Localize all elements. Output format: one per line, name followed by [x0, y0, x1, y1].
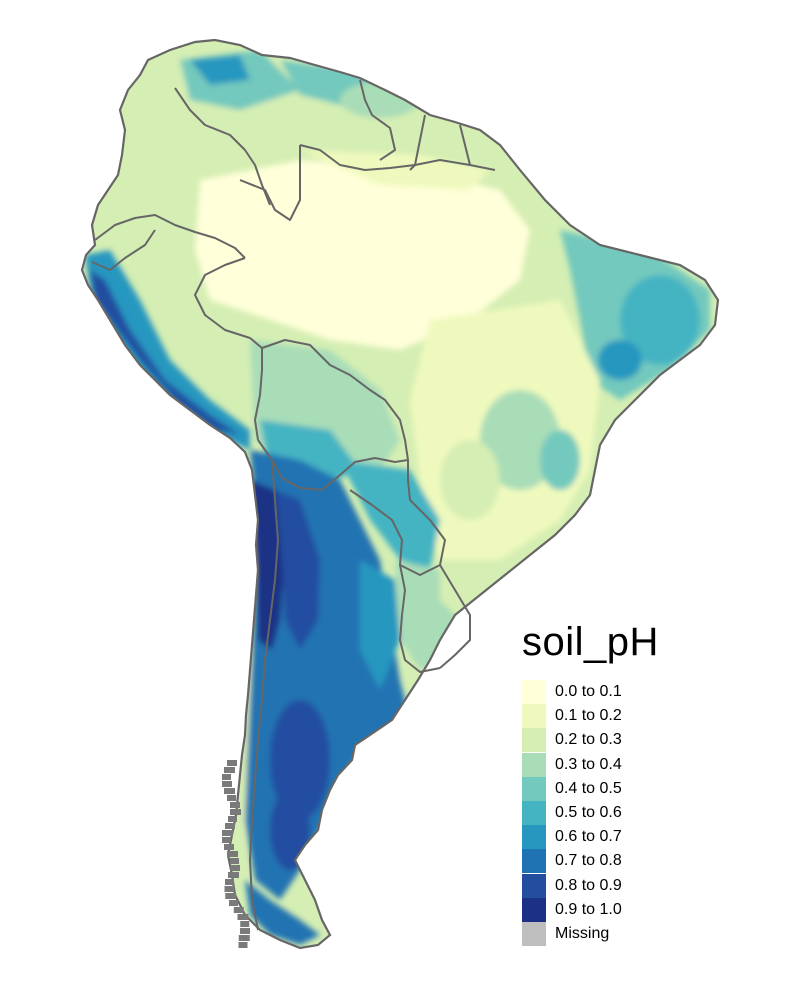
ph-zone: [85, 250, 250, 450]
legend-item: 0.7 to 0.8: [522, 849, 742, 874]
legend-swatch: [522, 873, 546, 898]
island-fragment: [227, 795, 236, 801]
border-peru-brazil: [194, 257, 263, 349]
border-chile-argentina: [249, 459, 279, 931]
legend-title: soil_pH: [522, 620, 659, 664]
island-fragment: [227, 851, 238, 857]
border-bolivia-south: [257, 439, 409, 491]
legend-label: 0.2 to 0.3: [555, 731, 622, 749]
ph-zone: [440, 440, 500, 520]
border-ecuador-peru: [91, 229, 156, 271]
legend-label: 0.3 to 0.4: [555, 755, 622, 773]
border-peru-bolivia: [254, 348, 263, 441]
island-fragment: [222, 774, 231, 780]
continent-outline: [80, 38, 720, 950]
border-colombia-brazil: [239, 145, 301, 221]
island-fragment: [237, 914, 249, 920]
legend-swatch: [522, 801, 546, 826]
border-colombia-venezuela: [174, 87, 271, 206]
legend-item: 0.2 to 0.3: [522, 728, 742, 753]
island-fragment: [224, 886, 235, 892]
ph-zone: [540, 430, 580, 490]
southern-islands: [222, 760, 250, 948]
border-uruguay-brazil: [439, 564, 471, 669]
border-guyana-suriname: [409, 114, 426, 171]
island-fragment: [230, 809, 241, 815]
legend-items: 0.0 to 0.1 0.1 to 0.2 0.2 to 0.3 0.3 to 0.4…: [522, 680, 742, 946]
island-fragment: [225, 893, 237, 899]
ph-zone: [270, 790, 310, 870]
island-fragment: [240, 921, 250, 927]
ph-zone: [245, 880, 320, 945]
island-fragment: [238, 935, 250, 941]
ph-zone: [275, 490, 320, 650]
legend-item: 0.3 to 0.4: [522, 752, 742, 777]
legend-swatch: [522, 728, 546, 753]
island-fragment: [222, 781, 232, 787]
legend-swatch: [522, 776, 546, 801]
island-fragment: [225, 879, 234, 885]
ph-zone: [195, 160, 530, 350]
legend-item: Missing: [522, 921, 742, 946]
island-fragment: [224, 767, 235, 773]
border-suriname-guiana: [459, 124, 471, 166]
island-fragment: [224, 844, 234, 850]
border-bolivia-brazil: [261, 339, 409, 461]
island-fragment: [228, 872, 239, 878]
island-fragment: [230, 865, 240, 871]
legend-item: 0.1 to 0.2: [522, 704, 742, 729]
legend-label: 0.6 to 0.7: [555, 828, 622, 846]
border-paraguay: [349, 460, 446, 576]
ph-zone: [360, 560, 400, 690]
legend-item: 0.0 to 0.1: [522, 680, 742, 705]
island-fragment: [222, 830, 233, 836]
legend-label: 0.0 to 0.1: [555, 683, 622, 701]
country-borders: [91, 79, 496, 931]
ph-zone: [598, 340, 642, 380]
legend-item: 0.9 to 1.0: [522, 897, 742, 922]
ph-zone: [90, 270, 240, 435]
island-fragment: [229, 900, 238, 906]
island-fragment: [238, 942, 248, 948]
island-fragment: [233, 907, 244, 913]
island-fragment: [230, 858, 239, 864]
border-colombia-peru: [94, 214, 246, 259]
legend-item: 0.8 to 0.9: [522, 873, 742, 898]
legend-label: 0.5 to 0.6: [555, 804, 622, 822]
legend-label: Missing: [555, 924, 610, 942]
legend-label: 0.4 to 0.5: [555, 779, 622, 797]
island-fragment: [227, 760, 237, 766]
ph-zone: [190, 55, 250, 85]
legend-item: 0.4 to 0.5: [522, 776, 742, 801]
island-fragment: [225, 823, 235, 829]
border-argentina-uruguay: [399, 564, 441, 673]
legend-label: 0.8 to 0.9: [555, 876, 622, 894]
ph-zone: [620, 275, 700, 365]
legend-swatch: [522, 752, 546, 777]
legend: soil_pH 0.0 to 0.1 0.1 to 0.2 0.2 to 0.3 0.…: [522, 622, 742, 946]
legend-swatch: [522, 680, 546, 705]
legend-item: 0.6 to 0.7: [522, 825, 742, 850]
legend-swatch: [522, 921, 546, 946]
island-fragment: [228, 816, 237, 822]
island-fragment: [224, 788, 235, 794]
island-fragment: [230, 802, 240, 808]
island-fragment: [240, 928, 250, 934]
legend-swatch: [522, 849, 546, 874]
legend-label: 0.1 to 0.2: [555, 707, 622, 725]
legend-swatch: [522, 825, 546, 850]
island-fragment: [222, 837, 231, 843]
legend-swatch: [522, 704, 546, 729]
legend-swatch: [522, 897, 546, 922]
ph-zone: [480, 390, 560, 490]
legend-item: 0.5 to 0.6: [522, 801, 742, 826]
border-guianas-brazil: [299, 144, 496, 171]
border-venezuela-guyana: [359, 79, 396, 161]
ph-zone: [340, 460, 440, 570]
ph-zone: [270, 700, 330, 820]
legend-label: 0.9 to 1.0: [555, 900, 622, 918]
legend-label: 0.7 to 0.8: [555, 852, 622, 870]
